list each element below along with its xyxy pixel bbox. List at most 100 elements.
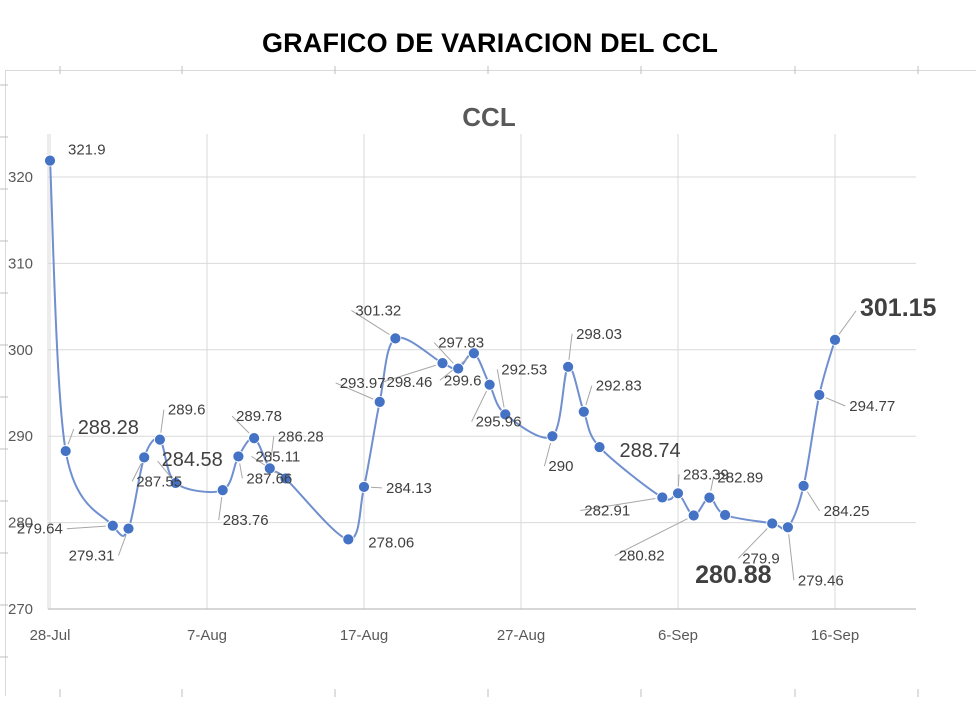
data-point (389, 332, 402, 345)
data-point (373, 395, 386, 408)
data-point (279, 472, 292, 485)
label-leader (585, 385, 593, 406)
data-point (499, 408, 512, 421)
label-leader (580, 498, 656, 511)
label-leader (677, 474, 680, 487)
chart-frame (5, 70, 976, 696)
data-label: 295.96 (476, 414, 522, 431)
y-tick-label: 280 (8, 515, 33, 532)
data-point (687, 509, 700, 522)
data-point (829, 333, 841, 346)
data-label: 321.9 (68, 142, 106, 159)
data-label: 297.83 (438, 335, 484, 352)
data-point (813, 389, 826, 401)
y-tick-label: 290 (8, 428, 33, 445)
data-point (248, 432, 261, 445)
data-point (106, 519, 119, 532)
label-leader (239, 463, 243, 479)
data-label: 293.97 (340, 375, 386, 392)
data-label: 284.13 (386, 480, 432, 497)
data-labels: 321.9 288.28 279.64 279.31 287.55 289.6 284.58… (17, 142, 937, 590)
data-point (656, 491, 669, 504)
data-label: 279.31 (69, 548, 115, 565)
data-point (672, 487, 684, 500)
axes: 270 280 290 300 310 320 28-Jul 7-Aug 17-Aug 27-Au… (8, 134, 916, 644)
data-point (138, 451, 151, 464)
data-point (483, 378, 496, 391)
data-point (436, 357, 449, 370)
data-label: 286.28 (278, 428, 324, 445)
label-leader (67, 428, 75, 445)
data-label: 280.82 (619, 548, 665, 565)
data-label: 279.9 (742, 550, 780, 567)
data-point (452, 362, 465, 375)
label-leader (710, 477, 714, 491)
data-label: 283.39 (683, 466, 729, 483)
data-point (546, 430, 559, 443)
label-leader (543, 442, 552, 467)
data-point (782, 521, 794, 534)
label-leader (131, 463, 142, 482)
label-leader (568, 333, 573, 360)
x-tick-label: 17-Aug (340, 627, 388, 644)
label-leader (788, 534, 795, 581)
label-leader (433, 342, 454, 364)
data-label: 284.58 (162, 449, 223, 471)
label-leader (335, 382, 374, 400)
data-markers (44, 154, 841, 546)
label-leader (370, 486, 383, 489)
y-tick-label: 310 (8, 255, 33, 272)
data-label: 289.78 (236, 408, 282, 425)
data-point (263, 462, 276, 475)
data-label: 290 (548, 458, 573, 475)
data-point (562, 360, 574, 373)
label-leader (838, 310, 857, 335)
y-tick-label: 320 (8, 169, 33, 186)
data-point (342, 533, 355, 546)
x-tick-label: 27-Aug (497, 627, 545, 644)
label-leader (270, 436, 275, 462)
data-point (358, 481, 370, 493)
label-leader (231, 415, 250, 434)
label-leader (471, 390, 487, 422)
label-leader (806, 491, 821, 512)
label-leader (351, 309, 390, 336)
data-point (44, 154, 56, 167)
data-point (467, 347, 480, 360)
x-tick-label: 28-Jul (30, 627, 71, 644)
y-tick-label: 300 (8, 342, 33, 359)
data-point (153, 433, 166, 446)
label-leader (218, 496, 223, 521)
data-label: 298.46 (387, 374, 433, 391)
label-leader (614, 518, 688, 556)
chart-title: CCL (462, 102, 516, 132)
label-leader (157, 460, 172, 478)
label-leader (737, 528, 768, 559)
label-leader (118, 534, 127, 556)
data-point (216, 484, 229, 497)
label-leader (496, 369, 505, 408)
data-label: 287.55 (136, 473, 182, 490)
data-label: 279.46 (798, 572, 844, 589)
x-tick-label: 16-Sep (811, 627, 859, 644)
data-label: 284.25 (824, 503, 870, 520)
label-leaders (66, 309, 857, 581)
data-point (232, 450, 245, 463)
page-title: GRAFICO DE VARIACION DEL CCL (261, 28, 719, 58)
data-label: 292.53 (501, 361, 547, 378)
data-point (59, 445, 72, 457)
data-label: 301.32 (355, 302, 401, 319)
x-tick-label: 6-Sep (658, 627, 698, 644)
data-label: 299.6 (444, 372, 482, 389)
data-label: 287.66 (246, 470, 292, 487)
data-point (719, 509, 731, 521)
data-label: 279.64 (17, 521, 63, 538)
x-tick-label: 7-Aug (187, 627, 227, 644)
data-label: 285.11 (256, 448, 301, 465)
data-label: 288.74 (620, 440, 681, 462)
label-leader (160, 409, 165, 433)
label-leader (382, 364, 436, 383)
data-point (169, 477, 182, 489)
data-point (766, 517, 779, 530)
